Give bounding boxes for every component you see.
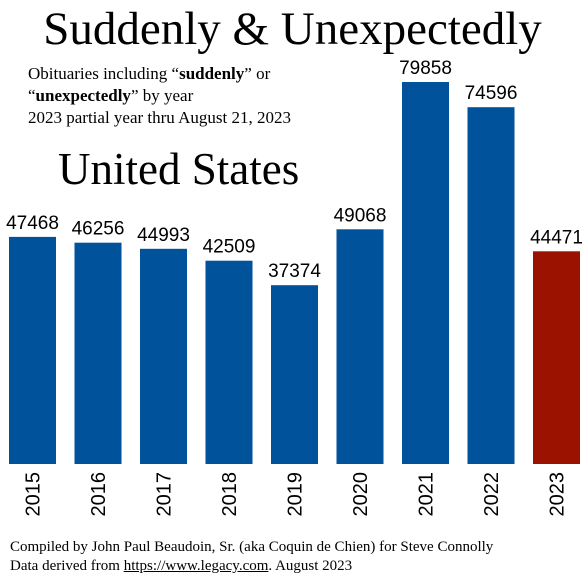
tick-label-2018: 2018 xyxy=(219,472,241,517)
value-label-2015: 47468 xyxy=(6,213,59,234)
value-label-2019: 37374 xyxy=(268,261,321,282)
bar-2023 xyxy=(533,251,580,464)
bar-2018 xyxy=(205,260,253,464)
chart-footer: Compiled by John Paul Beaudoin, Sr. (aka… xyxy=(10,538,493,576)
value-label-2023: 44471 xyxy=(530,227,583,248)
subtitle-line-2: “unexpectedly” by year xyxy=(28,86,194,105)
term-suddenly: suddenly xyxy=(179,64,245,83)
value-label-2022: 74596 xyxy=(465,83,518,104)
tick-label-2019: 2019 xyxy=(285,472,307,517)
footer-source: Data derived from https://www.legacy.com… xyxy=(10,558,353,574)
bar-2015 xyxy=(9,236,56,464)
bar-2016 xyxy=(74,242,122,464)
region-label: United States xyxy=(58,144,300,194)
tick-label-2023: 2023 xyxy=(547,472,569,517)
tick-label-2016: 2016 xyxy=(88,472,110,517)
footer-credit: Compiled by John Paul Beaudoin, Sr. (aka… xyxy=(10,539,494,555)
chart-title: Suddenly & Unexpectedly xyxy=(43,3,542,55)
tick-label-2022: 2022 xyxy=(481,472,503,517)
value-label-2016: 46256 xyxy=(72,219,125,240)
bar-2021 xyxy=(402,82,449,464)
tick-label-2021: 2021 xyxy=(416,472,438,517)
bar-2017 xyxy=(140,248,187,464)
subtitle-line-3: 2023 partial year thru August 21, 2023 xyxy=(28,108,291,127)
bar-2020 xyxy=(336,229,384,464)
bar-2022 xyxy=(467,107,515,464)
tick-label-2017: 2017 xyxy=(154,472,176,517)
value-label-2017: 44993 xyxy=(137,225,190,246)
term-unexpectedly: unexpectedly xyxy=(35,86,131,105)
subtitle-line-1: Obituaries including “suddenly” or xyxy=(28,64,271,83)
tick-label-2020: 2020 xyxy=(350,472,372,517)
value-label-2018: 42509 xyxy=(203,237,256,258)
bar-chart: 47468 46256 44993 42509 37374 49068 79858 74596… xyxy=(6,58,583,517)
chart-subtitle: Obituaries including “suddenly” or “unex… xyxy=(28,63,291,129)
value-label-2021: 79858 xyxy=(399,58,452,79)
value-label-2020: 49068 xyxy=(334,205,387,226)
source-link[interactable]: https://www.legacy.com xyxy=(123,558,269,574)
bar-2019 xyxy=(271,285,318,464)
tick-label-2015: 2015 xyxy=(23,472,45,517)
